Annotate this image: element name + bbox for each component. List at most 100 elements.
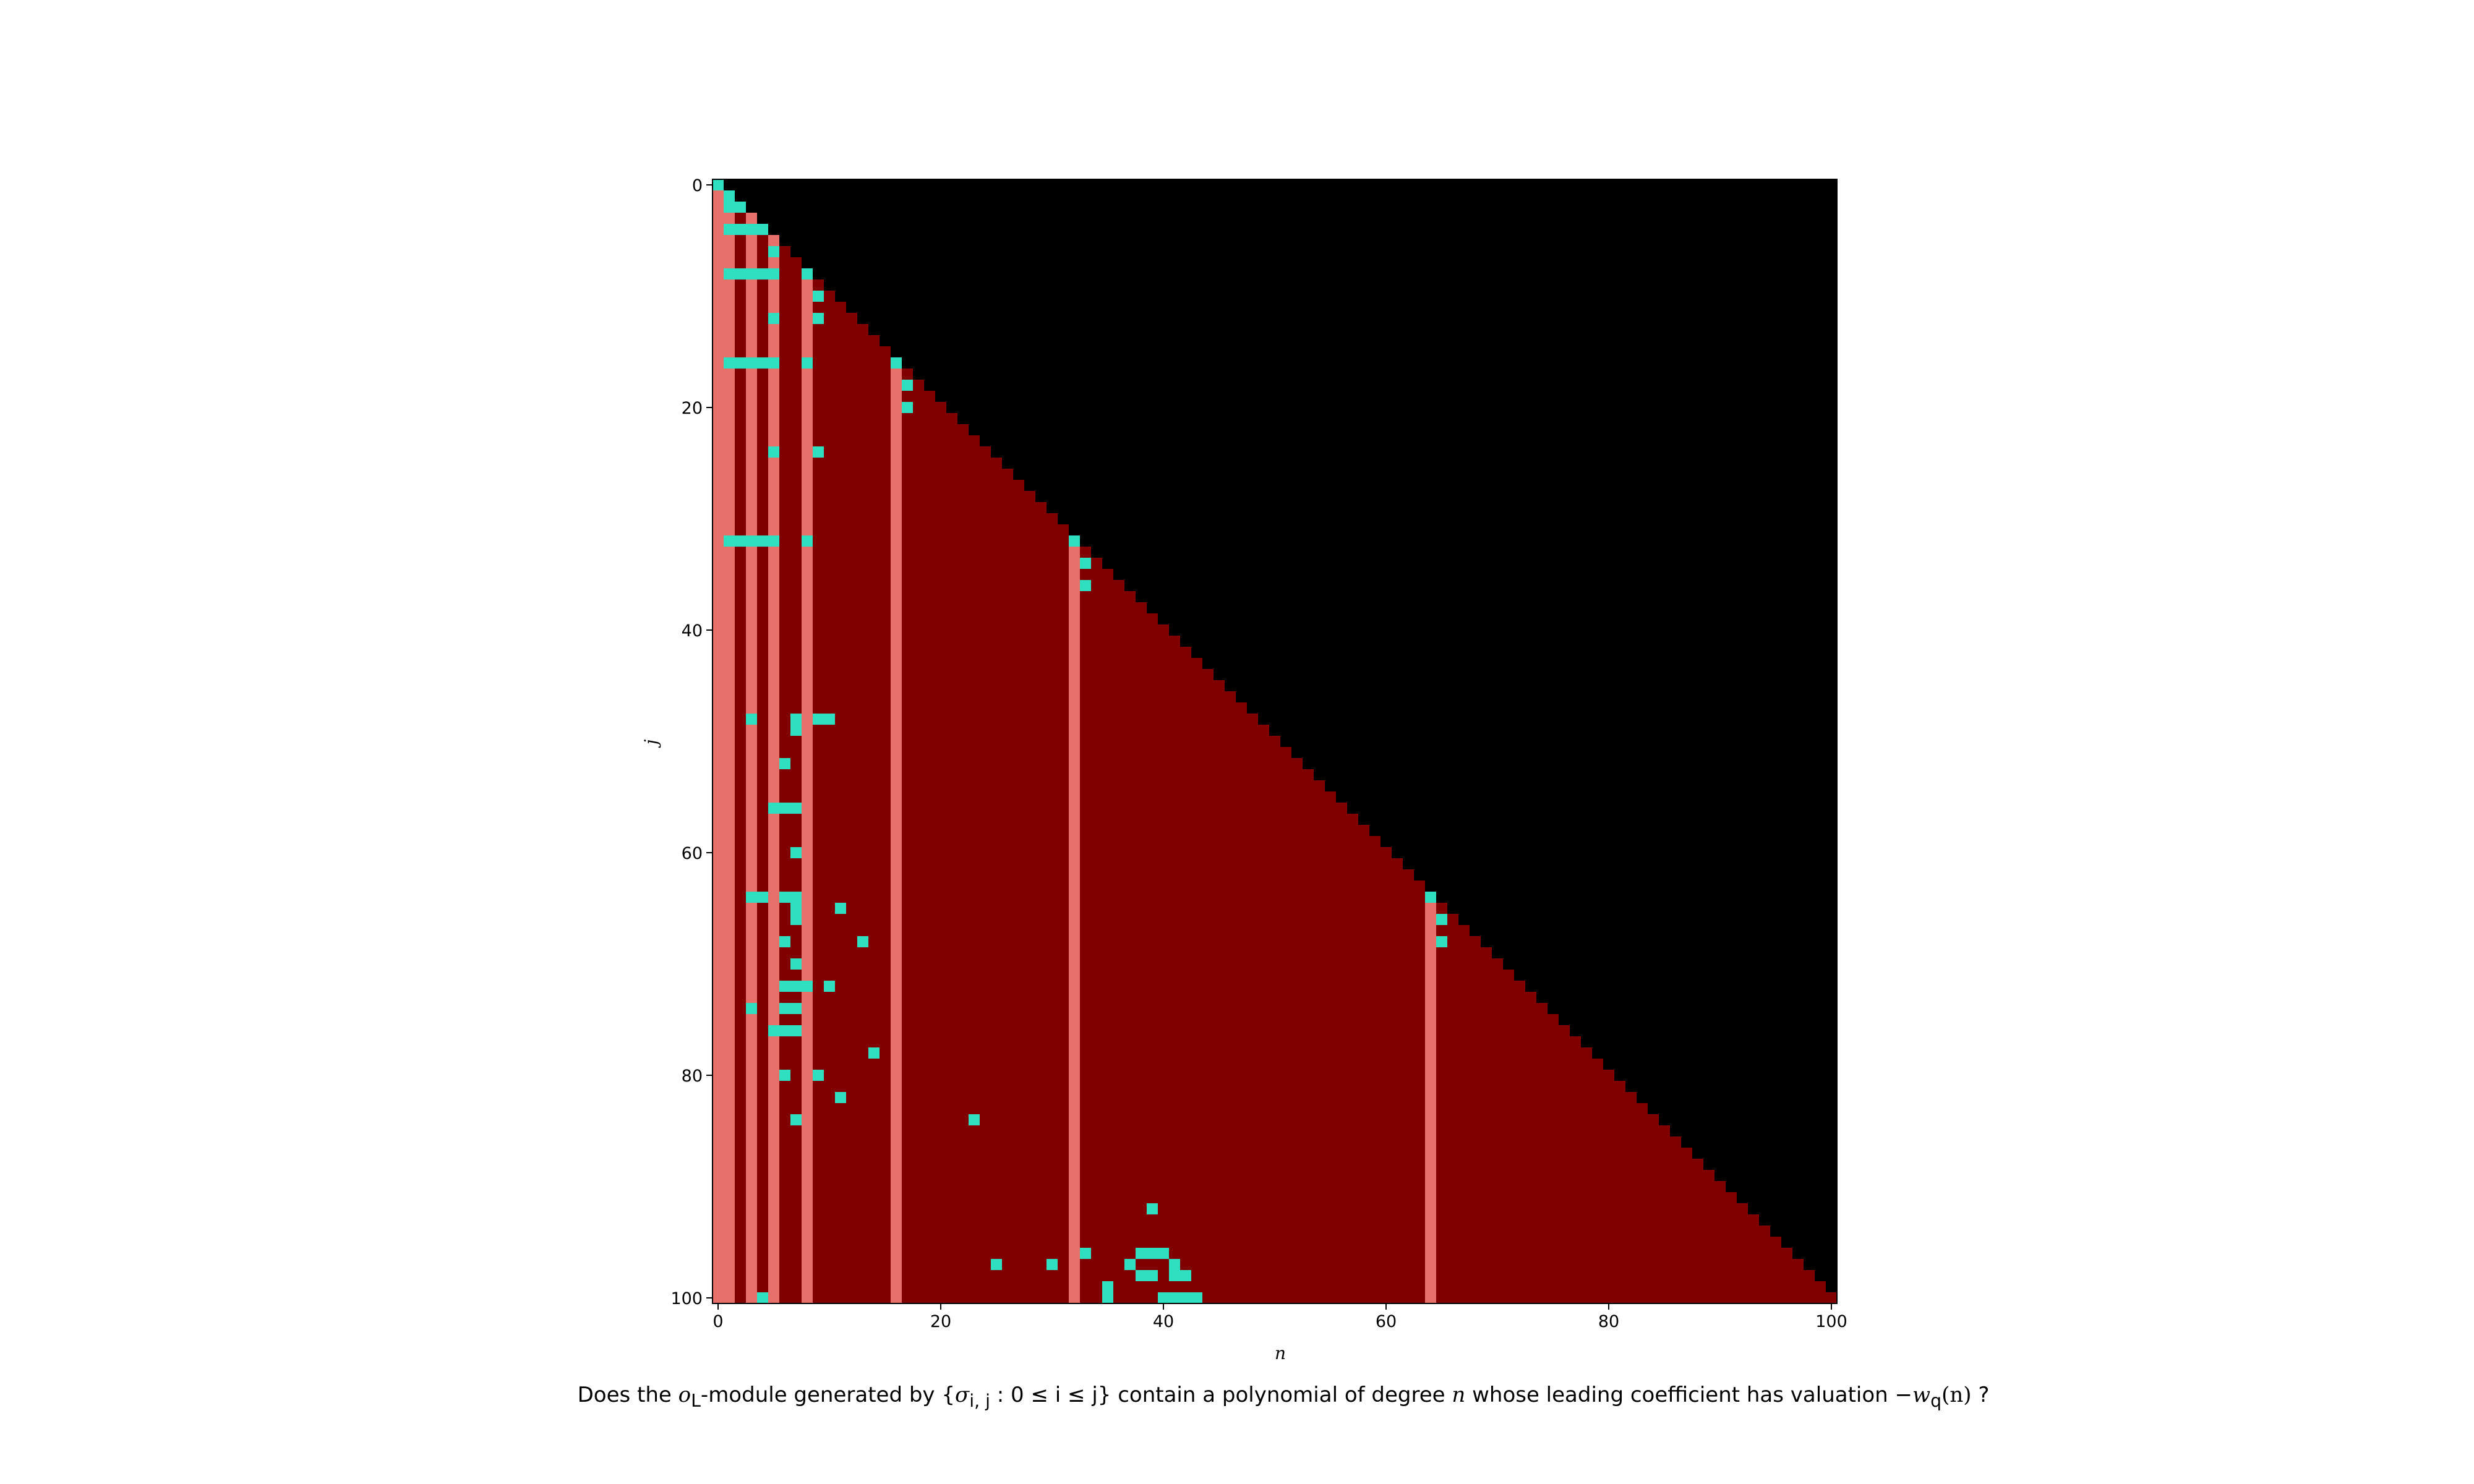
no-region-row (713, 602, 1147, 613)
highlight-cell (790, 1003, 802, 1014)
no-region-row (713, 480, 1024, 491)
no-region-row (713, 458, 1002, 469)
highlight-cell (1436, 914, 1447, 925)
highlight-cell (1169, 1259, 1180, 1270)
no-region-row (713, 591, 1136, 602)
highlight-cell (1069, 535, 1080, 547)
no-region-row (713, 1036, 1581, 1047)
highlight-cell (790, 958, 802, 970)
no-region-row (713, 491, 1035, 502)
highlight-cell (779, 892, 790, 903)
no-region-row (713, 1125, 1670, 1136)
no-region-row (713, 636, 1180, 647)
no-region-row (713, 1081, 1625, 1092)
highlight-cell (790, 903, 802, 914)
highlight-cell (991, 1259, 1002, 1270)
highlight-cell (813, 446, 824, 458)
no-region-row (713, 736, 1280, 747)
no-region-row (713, 1270, 1815, 1281)
y-tick-label: 0 (692, 176, 703, 195)
highlight-cell (969, 1114, 980, 1125)
no-region-row (713, 625, 1169, 636)
no-region-row (713, 580, 1124, 591)
highlight-cell (768, 803, 779, 814)
highlight-cell (724, 268, 735, 279)
highlight-cell (735, 357, 746, 369)
highlight-cell (779, 936, 790, 947)
no-region-row (713, 769, 1314, 780)
highlight-cell (802, 535, 813, 547)
no-region-row (713, 836, 1380, 847)
no-region-row (713, 858, 1403, 869)
highlight-cell (1047, 1259, 1058, 1270)
highlight-cell (790, 914, 802, 925)
no-region-row (713, 981, 1525, 992)
yes-column (802, 268, 813, 1303)
x-tick-label: 60 (1376, 1312, 1397, 1331)
highlight-cell (768, 1025, 779, 1036)
highlight-cell (1136, 1270, 1147, 1281)
no-region-row (713, 1148, 1692, 1159)
y-tick-label: 20 (682, 399, 703, 418)
highlight-cell (1136, 1248, 1147, 1259)
highlight-cell (746, 1003, 757, 1014)
highlight-cell (1169, 1270, 1180, 1281)
highlight-cell (757, 1292, 768, 1303)
highlight-cell (802, 357, 813, 369)
no-region-row (713, 1114, 1659, 1125)
highlight-cell (746, 714, 757, 725)
axes: 0 20 40 60 80 100 0 20 40 60 80 100 (670, 176, 1847, 1331)
highlight-cell (735, 268, 746, 279)
x-tick-label: 0 (713, 1312, 723, 1331)
highlight-cell (735, 224, 746, 235)
no-region-row (713, 714, 1258, 725)
yes-column (768, 235, 779, 1303)
highlight-cell (768, 535, 779, 547)
no-region-row (713, 869, 1414, 881)
highlight-cell (790, 1025, 802, 1036)
yes-column (891, 357, 902, 1303)
highlight-cell (1180, 1270, 1191, 1281)
no-region-row (713, 914, 1458, 925)
highlight-cell (790, 714, 802, 725)
no-region-row (713, 1136, 1681, 1148)
no-region-row (713, 1014, 1559, 1025)
highlight-cell (1169, 1292, 1180, 1303)
highlight-cell (802, 268, 813, 279)
no-region-row (713, 958, 1503, 970)
no-region-row (713, 1025, 1570, 1036)
highlight-cell (757, 535, 768, 547)
no-region-row (713, 780, 1325, 791)
y-tick-label: 100 (670, 1289, 703, 1308)
no-region-row (713, 658, 1202, 669)
no-region-row (713, 1192, 1737, 1203)
no-region-row (713, 1047, 1592, 1059)
no-region-row (713, 1292, 1837, 1303)
no-region-row (713, 324, 868, 335)
y-tick-label: 80 (682, 1067, 703, 1086)
highlight-cell (1102, 1292, 1113, 1303)
highlight-cell (790, 1114, 802, 1125)
highlight-cell (1191, 1292, 1202, 1303)
yes-column (724, 190, 735, 1303)
highlight-cell (757, 357, 768, 369)
no-region-row (713, 925, 1470, 936)
no-region-row (713, 1170, 1714, 1181)
no-region-row (713, 513, 1058, 524)
no-region-row (713, 814, 1358, 825)
no-region-row (713, 1259, 1804, 1270)
no-region-row (713, 502, 1047, 513)
highlight-cell (1080, 580, 1091, 591)
highlight-cell (1147, 1270, 1158, 1281)
yes-column (746, 213, 757, 1303)
no-region-row (713, 1070, 1614, 1081)
highlight-cell (724, 190, 735, 202)
highlight-cell (835, 1092, 846, 1103)
no-region-row (713, 791, 1336, 803)
highlight-cell (757, 268, 768, 279)
no-region-row (713, 947, 1492, 958)
highlight-cell (746, 535, 757, 547)
no-region-row (713, 680, 1225, 691)
figure-caption: Does the oL-module generated by {σi, j :… (577, 1383, 1990, 1411)
no-region-row (713, 1103, 1648, 1114)
